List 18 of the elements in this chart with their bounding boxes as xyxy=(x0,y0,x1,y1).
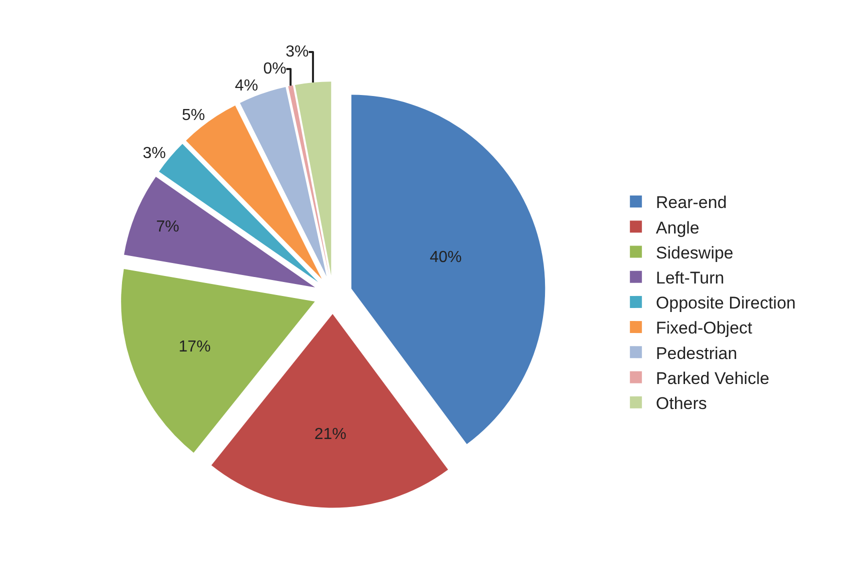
legend-label: Angle xyxy=(656,218,700,238)
data-label: 21% xyxy=(314,426,346,443)
data-label: 0% xyxy=(263,60,286,78)
data-label: 3% xyxy=(142,145,166,162)
data-label: 17% xyxy=(178,338,211,356)
legend-label: Opposite Direction xyxy=(656,294,796,313)
data-label: 7% xyxy=(156,218,180,236)
legend-label: Fixed-Object xyxy=(656,318,753,338)
data-label: 3% xyxy=(286,43,309,60)
legend-label: Sideswipe xyxy=(656,243,734,262)
data-label: 40% xyxy=(430,248,462,266)
data-label: 5% xyxy=(182,106,205,124)
legend-label: Others xyxy=(656,394,707,413)
legend-label: Left-Turn xyxy=(656,268,724,288)
legend-label: Pedestrian xyxy=(656,344,738,363)
data-label: 4% xyxy=(234,77,258,94)
legend-label: Rear-end xyxy=(656,193,727,212)
legend-label: Parked Vehicle xyxy=(656,368,770,388)
